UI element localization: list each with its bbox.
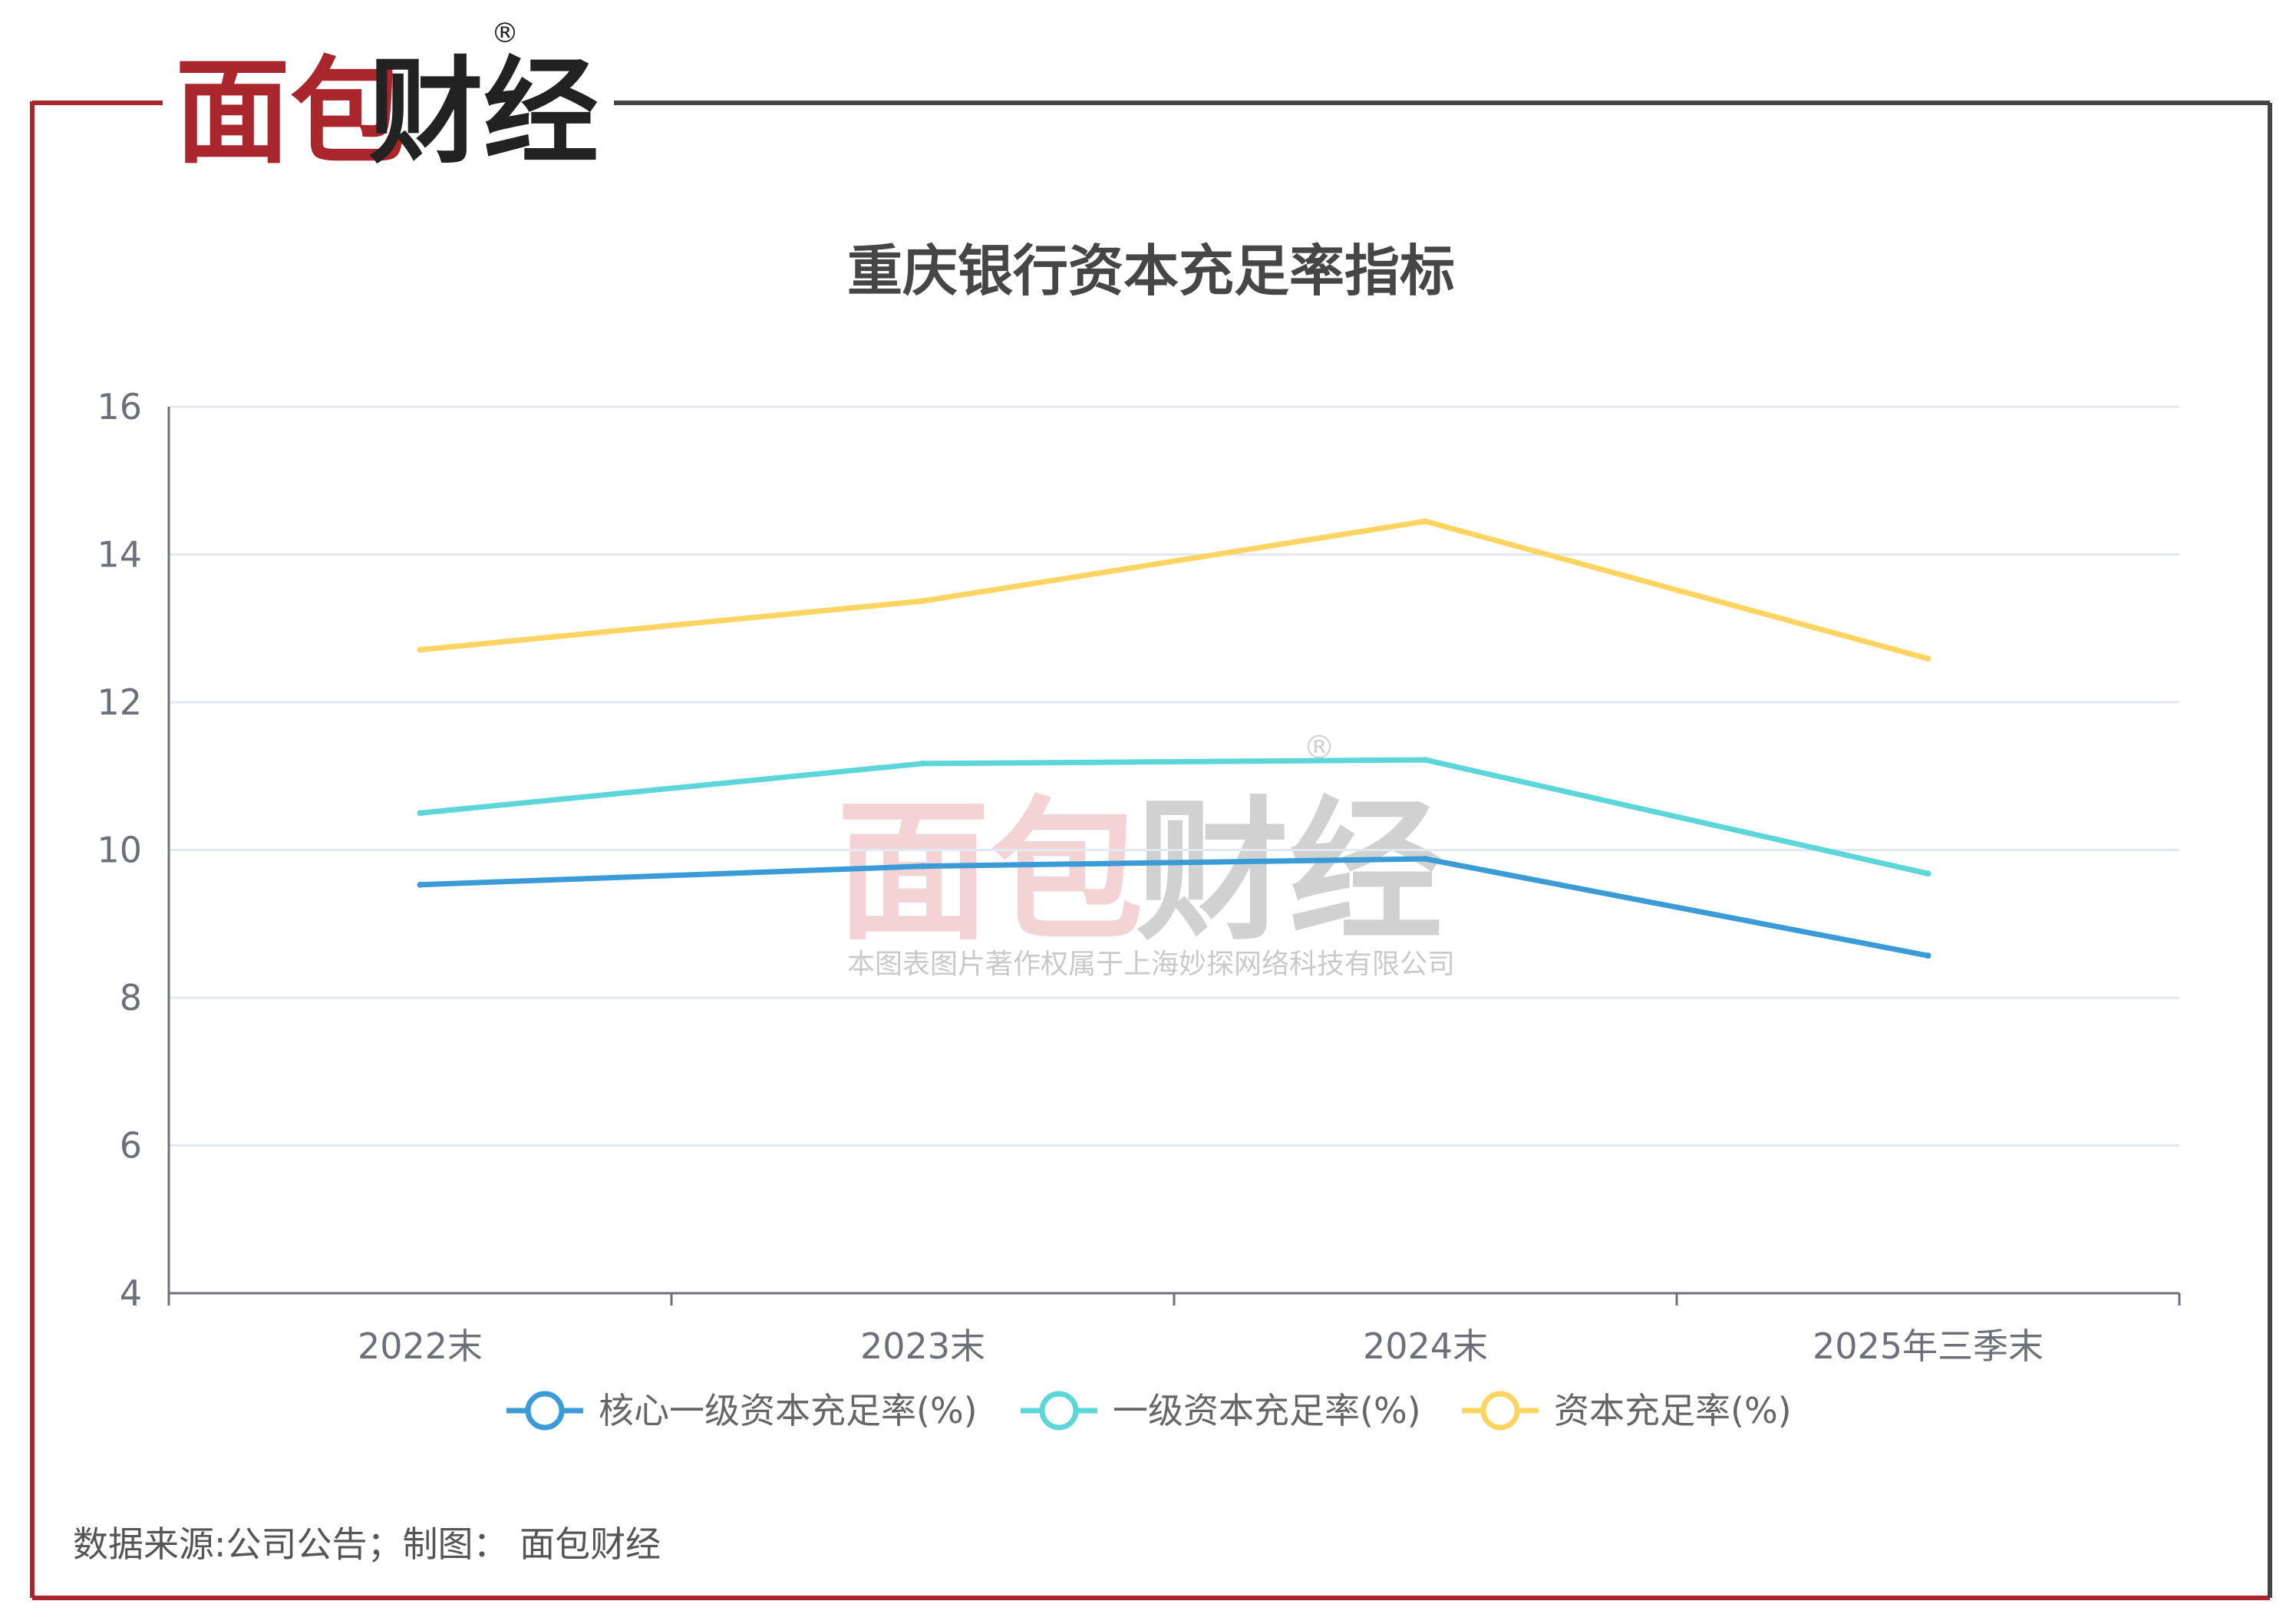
series-line-0 (417, 856, 1931, 959)
data-point (919, 598, 926, 605)
grid-lines (169, 405, 2179, 1147)
x-tick-label: 2022末 (358, 1325, 483, 1367)
data-point (1422, 757, 1429, 764)
footer-source: 数据来源:公司公告；制图： 面包财经 (73, 1523, 661, 1565)
watermark-caption: 本图表图片著作权属于上海妙探网络科技有限公司 (847, 949, 1455, 980)
y-tick-label: 4 (120, 1272, 142, 1314)
legend-label: 一级资本充足率(%) (1113, 1390, 1421, 1431)
data-point (417, 881, 424, 888)
series-line-1 (417, 757, 1931, 876)
watermark-dark-text: 财经 (1136, 783, 1443, 962)
legend-swatch-marker (525, 1391, 565, 1431)
logo-registered-mark: ® (491, 18, 519, 49)
brand-logo: 面包 财经 ® (175, 18, 599, 180)
data-point (417, 810, 424, 817)
legend-item-2[interactable]: 资本充足率(%) (1462, 1390, 1792, 1431)
series-lines (417, 518, 1931, 959)
legend-swatch-marker (1039, 1391, 1079, 1431)
y-tick-label: 12 (97, 682, 142, 723)
data-point (1422, 518, 1429, 525)
data-point (417, 646, 424, 653)
data-point (1925, 870, 1931, 877)
y-tick-label: 6 (120, 1125, 142, 1167)
legend-label: 资本充足率(%) (1554, 1390, 1792, 1431)
logo-red-text: 面包 (175, 46, 405, 180)
data-point (1422, 856, 1429, 863)
y-tick-label: 10 (97, 830, 142, 871)
legend: 核心一级资本充足率(%) 一级资本充足率(%) 资本充足率(%) (506, 1390, 1792, 1431)
legend-item-0[interactable]: 核心一级资本充足率(%) (506, 1390, 978, 1431)
legend-label: 核心一级资本充足率(%) (599, 1390, 978, 1431)
chart-title: 重庆银行资本充足率指标 (847, 239, 1455, 303)
x-tick-label: 2023末 (860, 1325, 985, 1367)
x-tick-label: 2024末 (1363, 1325, 1488, 1367)
data-point (919, 760, 926, 767)
legend-item-1[interactable]: 一级资本充足率(%) (1021, 1390, 1421, 1431)
y-tick-label: 8 (120, 977, 142, 1018)
data-point (919, 863, 926, 870)
data-point (1925, 655, 1931, 662)
logo-dark-text: 财经 (368, 46, 599, 180)
axes: 4 6 8 10 12 14 16 2022末 2023末 2024末 2025年三季末 (97, 386, 2181, 1367)
series-line-2 (417, 518, 1931, 662)
watermark-red-text: 面包 (836, 783, 1143, 962)
legend-swatch-marker (1480, 1391, 1520, 1431)
data-point (1925, 952, 1931, 959)
y-tick-label: 16 (97, 386, 142, 427)
y-tick-label: 14 (97, 534, 142, 576)
x-tick-label: 2025年三季末 (1813, 1325, 2044, 1367)
watermark: 面包 财经 ® 本图表图片著作权属于上海妙探网络科技有限公司 (836, 728, 1455, 980)
